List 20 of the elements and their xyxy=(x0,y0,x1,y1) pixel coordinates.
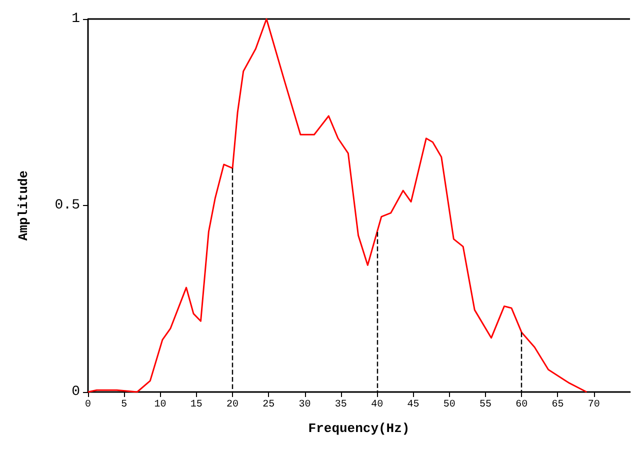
x-axis-title: Frequency(Hz) xyxy=(308,421,410,436)
y-tick-label: 1 xyxy=(72,11,80,27)
x-tick-label: 5 xyxy=(121,400,128,410)
x-tick-label: 40 xyxy=(371,400,384,410)
x-tick-label: 35 xyxy=(334,400,347,410)
x-tick-label: 20 xyxy=(226,400,239,410)
x-tick-label: 45 xyxy=(407,400,420,410)
y-axis-title: Amplitude xyxy=(16,170,31,241)
x-tick-label: 60 xyxy=(516,400,528,410)
x-tick-label: 10 xyxy=(154,400,166,410)
x-tick-label: 55 xyxy=(479,400,492,410)
x-tick-label: 0 xyxy=(84,400,92,410)
x-tick-label: 30 xyxy=(298,400,311,410)
x-tick-label: 50 xyxy=(443,400,456,410)
x-tick-label: 70 xyxy=(588,400,600,410)
y-tick-label: 0 xyxy=(72,384,80,400)
x-tick-label: 65 xyxy=(552,400,564,410)
x-tick-label: 15 xyxy=(190,400,202,410)
x-tick-label: 25 xyxy=(262,400,275,410)
y-tick-label: 0.5 xyxy=(54,198,80,214)
